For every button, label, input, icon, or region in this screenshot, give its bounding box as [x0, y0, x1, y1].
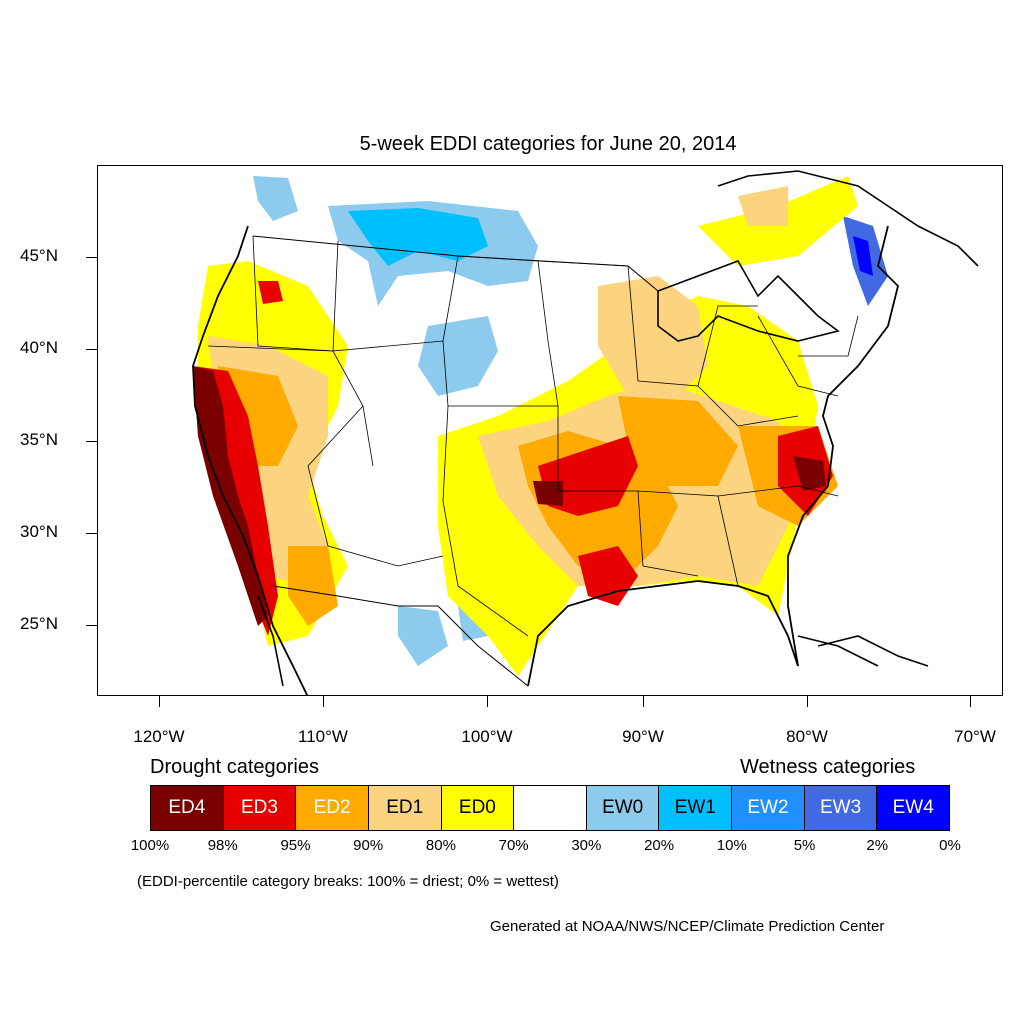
drought-ed2-socal — [288, 546, 338, 626]
map-title: 5-week EDDI categories for June 20, 2014 — [359, 133, 737, 155]
percentile-break-label: 100% — [130, 837, 170, 854]
legend-swatch-ed3: ED3 — [223, 786, 297, 830]
percentile-break-label: 5% — [793, 837, 816, 854]
lat-label-30: 30°N — [20, 522, 58, 541]
legend-swatch-ew0: EW0 — [586, 786, 660, 830]
drought-categories-heading: Drought categories — [150, 756, 319, 778]
wetness-categories-heading: Wetness categories — [740, 756, 916, 778]
legend-swatch-ed2: ED2 — [296, 786, 369, 830]
percentile-break-label: 90% — [353, 837, 384, 854]
lon-label-70: 70°W — [954, 727, 996, 746]
coastline-west — [192, 225, 309, 695]
lat-tick — [86, 441, 97, 443]
lon-label-80: 80°W — [786, 727, 828, 746]
percentile-break-label: 95% — [280, 837, 311, 854]
lat-tick — [86, 257, 97, 259]
lon-tick — [970, 696, 972, 707]
legend-swatch-ew2: EW2 — [732, 786, 805, 830]
lat-label-35: 35°N — [20, 430, 58, 449]
drought-ed4-carolina — [793, 456, 826, 491]
lon-label-90: 90°W — [622, 727, 664, 746]
lat-tick — [86, 349, 97, 351]
coastline-cuba — [817, 635, 929, 667]
percentile-break-label: 30% — [571, 837, 602, 854]
legend-swatch-ed1: ED1 — [368, 786, 442, 830]
legend-swatch-ed0: ED0 — [441, 786, 515, 830]
lat-label-40: 40°N — [20, 338, 58, 357]
lon-tick — [807, 696, 809, 707]
wet-region-dakotas — [418, 316, 498, 396]
wet-region-washington — [253, 176, 298, 221]
lat-label-45: 45°N — [20, 246, 58, 265]
percentile-break-label: 80% — [425, 837, 456, 854]
coastline-east — [787, 225, 899, 667]
percentile-break-label: 70% — [498, 837, 529, 854]
percentile-break-label: 20% — [644, 837, 675, 854]
lat-label-25: 25°N — [20, 614, 58, 633]
lon-tick — [487, 696, 489, 707]
eddi-map — [192, 170, 979, 695]
coastline-gulf — [527, 580, 799, 687]
percentile-break-label: 10% — [716, 837, 747, 854]
drought-ed4-california — [193, 366, 268, 626]
drought-ed3-oregon — [258, 281, 283, 304]
percentile-break-label: 2% — [866, 837, 889, 854]
lon-label-110: 110°W — [298, 727, 348, 746]
wet-region-maine-core — [853, 236, 873, 276]
drought-ed1-midwest — [598, 276, 708, 396]
map-frame — [97, 165, 1003, 696]
coastline-greatlakes — [657, 260, 840, 342]
lon-tick — [643, 696, 645, 707]
lat-tick — [86, 533, 97, 535]
drought-ed1-northeast — [738, 186, 788, 226]
drought-ed4-arkansas — [533, 481, 563, 506]
coastline-mexico — [257, 595, 879, 687]
lon-label-100: 100°W — [461, 727, 513, 746]
legend-swatch-ew4: EW4 — [877, 786, 950, 830]
wet-region-montana-core — [348, 208, 488, 266]
us-canada-border — [252, 235, 659, 292]
credit-line: Generated at NOAA/NWS/NCEP/Climate Predi… — [490, 918, 885, 935]
category-legend: ED4 ED3 ED2 ED1 ED0 EW0 EW1 EW2 EW3 EW4 — [150, 785, 950, 831]
legend-swatch-neutral — [514, 786, 587, 830]
lon-tick — [323, 696, 325, 707]
category-note: (EDDI-percentile category breaks: 100% =… — [137, 873, 559, 890]
wet-region-texas — [398, 606, 448, 666]
percentile-break-label: 98% — [207, 837, 238, 854]
lon-label-120: 120°W — [133, 727, 185, 746]
legend-swatch-ew3: EW3 — [804, 786, 878, 830]
drought-ed2-midsouth — [618, 396, 738, 486]
legend-swatch-ew1: EW1 — [659, 786, 733, 830]
lat-tick — [86, 625, 97, 627]
percentile-break-label: 0% — [939, 837, 961, 854]
lon-tick — [159, 696, 161, 707]
us-mexico-border — [272, 585, 529, 687]
legend-swatch-ed4: ED4 — [151, 786, 224, 830]
coastline-canada — [717, 170, 979, 267]
